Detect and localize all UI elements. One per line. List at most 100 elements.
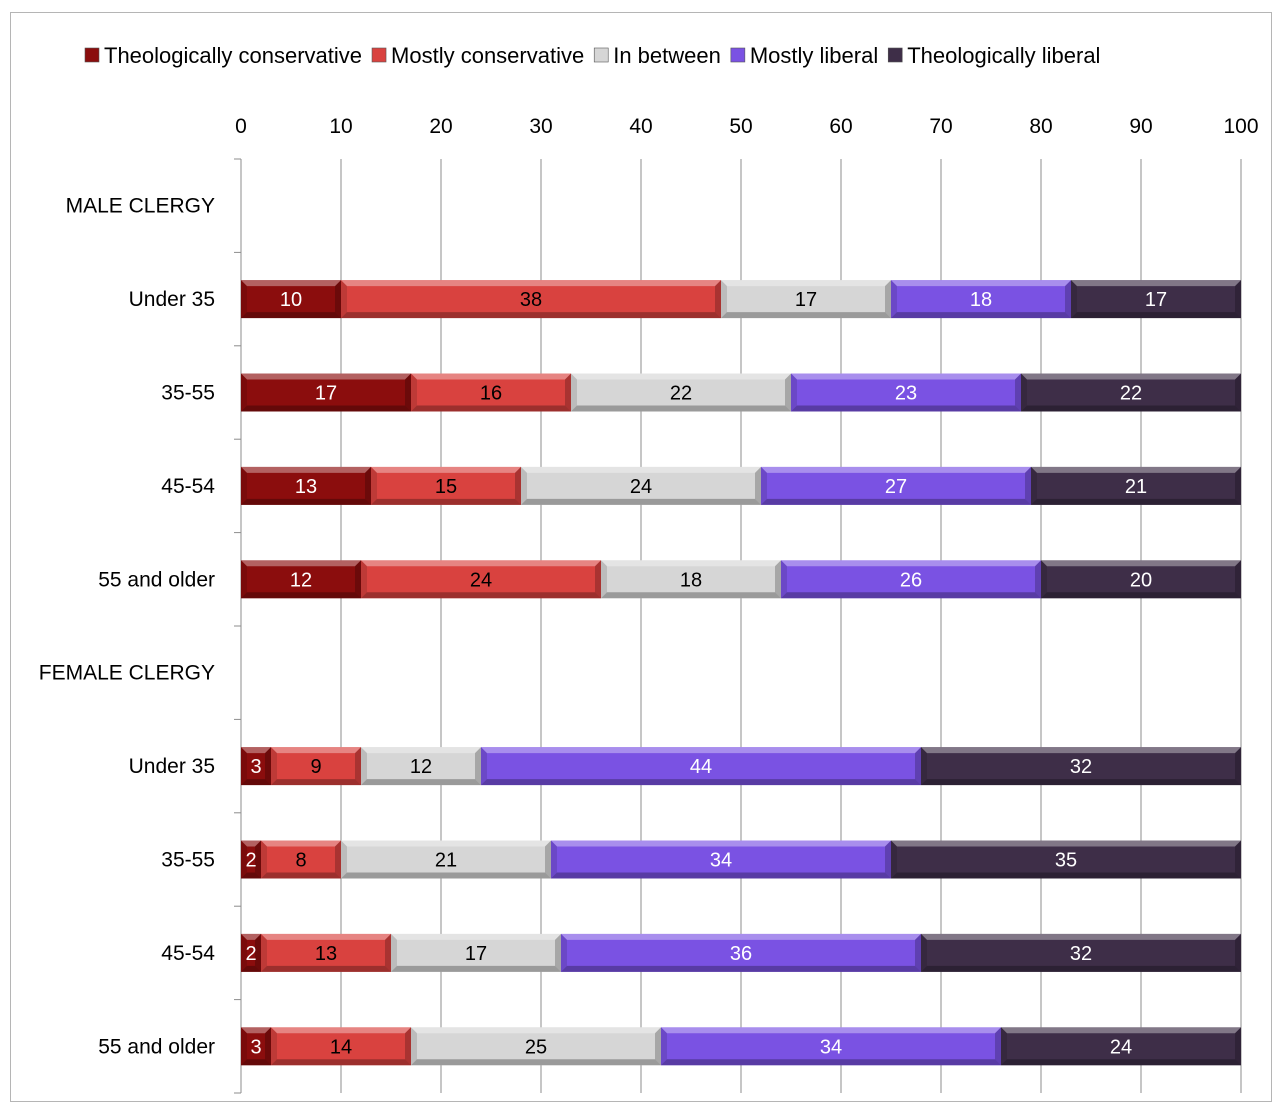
- bar-bevel-right: [785, 373, 791, 412]
- bar-segment-mostly-liberal: 34: [661, 1027, 1001, 1066]
- bar-fill: [921, 933, 1241, 972]
- x-tick-label-0: 0: [235, 115, 247, 138]
- x-tick-label-80: 80: [1029, 115, 1052, 138]
- bar-segment-theologically-liberal: 17: [1071, 280, 1241, 319]
- bar-bevel-right: [1235, 560, 1241, 599]
- bar-bevel-top: [411, 373, 571, 380]
- bar-bevel-right: [715, 280, 721, 319]
- bar-segment-mostly-liberal: 44: [481, 747, 921, 786]
- bar-bevel-right: [1235, 373, 1241, 412]
- bar-fill: [791, 373, 1021, 412]
- bar-bevel-top: [411, 1027, 661, 1034]
- bar-bevel-bottom: [571, 405, 791, 412]
- bar-segment-mostly-liberal: 26: [781, 560, 1041, 599]
- bar-fill: [781, 560, 1041, 599]
- bar-fill: [1021, 373, 1241, 412]
- bar-segment-theologically-liberal: 32: [921, 747, 1241, 786]
- bar-bevel-top: [551, 840, 891, 847]
- x-tick-label-70: 70: [929, 115, 952, 138]
- bar-bevel-top: [361, 747, 481, 754]
- bar-segment-mostly-conservative: 16: [411, 373, 571, 412]
- bar-fill: [571, 373, 791, 412]
- bar-bevel-top: [241, 373, 411, 380]
- bar-bevel-bottom: [1041, 592, 1241, 599]
- data-label: 21: [435, 850, 457, 872]
- bar-bevel-left: [411, 373, 417, 412]
- category-label-female-clergy: FEMALE CLERGY: [39, 662, 215, 685]
- bar-bevel-bottom: [661, 1059, 1001, 1066]
- data-label: 38: [520, 289, 542, 311]
- bar-segment-theologically-liberal: 20: [1041, 560, 1241, 599]
- bar-bevel-bottom: [241, 872, 261, 879]
- bar-bevel-left: [1021, 373, 1027, 412]
- bar-segment-theologically-liberal: 32: [921, 933, 1241, 972]
- bar-fill: [241, 560, 361, 599]
- bar-bevel-left: [721, 280, 727, 319]
- legend-label: Mostly conservative: [391, 43, 584, 68]
- data-label: 17: [315, 383, 337, 405]
- category-label-55-and-older: 55 and older: [98, 1035, 215, 1058]
- bar-fill: [241, 280, 341, 319]
- legend-label: Mostly liberal: [750, 43, 878, 68]
- bar-bevel-left: [341, 280, 347, 319]
- bar-segment-theologically-conservative: 12: [241, 560, 361, 599]
- bar-bevel-right: [545, 840, 551, 879]
- data-label: 2: [245, 943, 256, 965]
- legend-label: Theologically liberal: [907, 43, 1100, 68]
- bar-bevel-right: [1235, 747, 1241, 786]
- data-label: 17: [1145, 289, 1167, 311]
- data-label: 13: [295, 476, 317, 498]
- category-label-45-54: 45-54: [161, 942, 215, 965]
- bar-bevel-top: [241, 560, 361, 567]
- bar-bevel-bottom: [241, 1059, 271, 1066]
- bar-bevel-left: [241, 280, 247, 319]
- legend-swatch: [84, 47, 100, 63]
- legend-swatch: [730, 47, 746, 63]
- bar-bevel-left: [921, 933, 927, 972]
- bar-segment-mostly-conservative: 15: [371, 466, 521, 505]
- bar-bevel-top: [241, 747, 271, 754]
- bar-bevel-right: [355, 747, 361, 786]
- data-label: 10: [280, 289, 302, 311]
- data-label: 35: [1055, 850, 1077, 872]
- category-label-under-35: Under 35: [129, 755, 215, 778]
- bar-bevel-left: [341, 840, 347, 879]
- bar-fill: [721, 280, 891, 319]
- bar-bevel-bottom: [411, 1059, 661, 1066]
- data-label: 23: [895, 383, 917, 405]
- bar-bevel-right: [1015, 373, 1021, 412]
- data-label: 24: [630, 476, 652, 498]
- bar-segment-mostly-liberal: 27: [761, 466, 1031, 505]
- bar-bevel-left: [1041, 560, 1047, 599]
- data-label: 13: [315, 943, 337, 965]
- bar-fill: [241, 933, 261, 972]
- data-label: 2: [245, 850, 256, 872]
- stacked-bar-chart: Theologically conservative Mostly conserv…: [39, 43, 1259, 1094]
- data-label: 3: [250, 756, 261, 778]
- legend-label: In between: [613, 43, 721, 68]
- bar-bevel-top: [601, 560, 781, 567]
- bar-bevel-top: [261, 840, 341, 847]
- bar-bevel-left: [241, 373, 247, 412]
- bar-bevel-top: [341, 280, 721, 287]
- bar-bevel-bottom: [921, 965, 1241, 972]
- data-label: 9: [310, 756, 321, 778]
- bar-bevel-left: [921, 747, 927, 786]
- bar-bevel-right: [1035, 560, 1041, 599]
- bar-bevel-bottom: [241, 779, 271, 786]
- bar-fill: [361, 560, 601, 599]
- bar-bevel-bottom: [561, 965, 921, 972]
- category-label-35-55: 35-55: [161, 382, 215, 405]
- bar-bevel-bottom: [411, 405, 571, 412]
- bar-bevel-right: [915, 747, 921, 786]
- bar-fill: [261, 840, 341, 879]
- legend-item-theologically-conservative: Theologically conservative: [84, 43, 362, 68]
- bar-bevel-top: [1041, 560, 1241, 567]
- data-label: 21: [1125, 476, 1147, 498]
- bar-bevel-top: [341, 840, 551, 847]
- bar-segment-in-between: 17: [391, 933, 561, 972]
- bar-segment-theologically-conservative: 3: [241, 747, 271, 786]
- bar-bevel-bottom: [781, 592, 1041, 599]
- bar-bevel-right: [265, 1027, 271, 1066]
- legend: Theologically conservative Mostly conserv…: [84, 43, 1100, 68]
